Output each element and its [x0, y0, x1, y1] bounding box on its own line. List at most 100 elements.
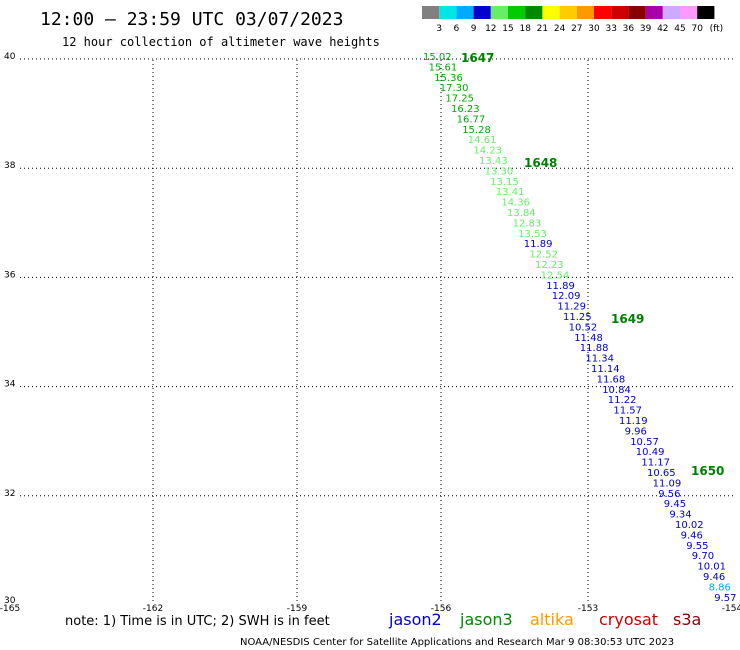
- chart-subtitle: 12 hour collection of altimeter wave hei…: [62, 35, 380, 49]
- satellite-legend-altika: altika: [530, 610, 574, 629]
- wave-height-label: 11.89: [524, 239, 553, 250]
- x-tick-label: -162: [143, 604, 163, 614]
- colorbar-swatch: [576, 6, 594, 19]
- wave-height-label: 13.41: [496, 187, 525, 198]
- satellite-legend-jason2: jason2: [388, 610, 442, 629]
- wave-height-label: 11.89: [546, 281, 575, 292]
- x-tick-label: -156: [431, 604, 452, 614]
- colorbar-swatch: [490, 6, 508, 19]
- colorbar-swatch: [662, 6, 680, 19]
- wave-height-label: 15.36: [434, 73, 463, 84]
- colorbar-swatch: [525, 6, 543, 19]
- wave-height-label: 9.34: [669, 510, 691, 521]
- wave-height-label: 9.57: [714, 593, 736, 604]
- wave-height-label: 13.15: [490, 177, 519, 188]
- colorbar-tick-label: 6: [454, 24, 460, 34]
- colorbar-tick-label: 3: [436, 24, 442, 34]
- wave-height-label: 10.57: [630, 437, 659, 448]
- x-tick-label: -154: [722, 604, 740, 614]
- pass-number-label: 1649: [611, 312, 644, 326]
- colorbar-tick-label: 30: [588, 24, 600, 34]
- plot-area: 30 32 34 36 38 40 -165 -162 -159 -156 -153 -154 15…: [0, 51, 740, 614]
- colorbar-tick-label: 39: [640, 24, 652, 34]
- wave-height-label: 14.36: [501, 198, 530, 209]
- colorbar-swatch: [628, 6, 646, 19]
- wave-height-label: 11.17: [641, 458, 670, 469]
- wave-height-label: 10.84: [602, 385, 631, 396]
- satellite-legend-jason3: jason3: [459, 610, 513, 629]
- y-tick-label: 34: [4, 380, 16, 390]
- colorbar-tick-label: 27: [571, 24, 582, 34]
- wave-height-label: 13.84: [507, 208, 536, 219]
- wave-height-label: 14.61: [468, 135, 497, 146]
- x-tick-label: -153: [578, 604, 598, 614]
- y-tick-label: 40: [4, 52, 16, 62]
- pass-labels: 1647 1648 1649 1650: [461, 51, 724, 478]
- wave-height-label: 9.96: [625, 426, 647, 437]
- wave-height-label: 12.54: [541, 270, 570, 281]
- wave-height-label: 14.23: [473, 146, 502, 157]
- colorbar-swatch: [611, 6, 629, 19]
- wave-height-label: 17.30: [440, 83, 469, 94]
- wave-height-label: 11.68: [597, 374, 626, 385]
- colorbar-tick-label: 70: [691, 24, 703, 34]
- colorbar-swatch: [473, 6, 491, 19]
- pass-number-label: 1647: [461, 51, 494, 65]
- colorbar-swatch: [594, 6, 612, 19]
- wave-height-label: 11.25: [563, 312, 592, 323]
- colorbar-tick-label: 33: [605, 24, 616, 34]
- colorbar-tick-label: 15: [502, 24, 513, 34]
- wave-height-label: 12.23: [535, 260, 564, 271]
- colorbar-swatch: [422, 6, 440, 19]
- colorbar: 3 6 9 12 15 18 21 24 27 30 33 36 39 42 45 70 (ft): [422, 6, 723, 34]
- wave-height-label: 9.46: [681, 530, 703, 541]
- data-points: 15.0215.6115.3617.3017.2516.2316.7715.28…: [423, 52, 736, 604]
- y-tick-label: 38: [4, 161, 16, 171]
- grid-lines: [20, 58, 735, 602]
- pass-number-label: 1650: [691, 464, 724, 478]
- colorbar-tick-label: 36: [623, 24, 635, 34]
- wave-height-label: 11.48: [574, 333, 603, 344]
- colorbar-swatch: [456, 6, 474, 19]
- pass-number-label: 1648: [524, 156, 557, 170]
- wave-height-label: 9.55: [686, 541, 708, 552]
- wave-height-label: 15.61: [429, 62, 458, 73]
- wave-height-label: 11.88: [580, 343, 609, 354]
- wave-height-label: 9.70: [692, 551, 714, 562]
- wave-height-label: 10.02: [675, 520, 704, 531]
- colorbar-swatch: [645, 6, 663, 19]
- satellite-legend-s3a: s3a: [673, 610, 701, 629]
- y-tick-label: 30: [4, 596, 16, 606]
- colorbar-swatch: [697, 6, 715, 19]
- colorbar-tick-label: 24: [554, 24, 566, 34]
- colorbar-swatch: [680, 6, 698, 19]
- colorbar-swatch: [508, 6, 526, 19]
- wave-height-label: 11.29: [557, 302, 586, 313]
- wave-height-label: 9.45: [664, 499, 686, 510]
- x-axis-ticks: -165 -162 -159 -156 -153 -154: [0, 604, 740, 614]
- note-text: note: 1) Time is in UTC; 2) SWH is in fe…: [65, 614, 330, 629]
- x-tick-label: -159: [287, 604, 308, 614]
- colorbar-tick-label: 9: [471, 24, 477, 34]
- colorbar-swatch: [542, 6, 560, 19]
- wave-height-label: 13.43: [479, 156, 508, 167]
- satellite-legend-cryosat: cryosat: [599, 610, 658, 629]
- wave-height-label: 11.19: [619, 416, 648, 427]
- wave-height-label: 13.53: [518, 229, 547, 240]
- colorbar-unit: (ft): [710, 24, 724, 34]
- wave-height-label: 10.49: [636, 447, 665, 458]
- wave-height-label: 12.52: [529, 250, 558, 261]
- y-tick-label: 36: [4, 270, 16, 280]
- chart-title: 12:00 – 23:59 UTC 03/07/2023: [40, 9, 343, 30]
- y-axis-ticks: 30 32 34 36 38 40: [4, 52, 16, 606]
- wave-height-label: 11.57: [613, 406, 642, 417]
- y-tick-label: 32: [4, 489, 15, 499]
- wave-height-label: 9.46: [703, 572, 725, 583]
- credit-text: NOAA/NESDIS Center for Satellite Applica…: [240, 637, 674, 648]
- wave-height-label: 11.22: [608, 395, 637, 406]
- wave-height-label: 11.34: [585, 354, 614, 365]
- wave-height-label: 13.30: [485, 166, 514, 177]
- wave-height-label: 12.09: [552, 291, 581, 302]
- wave-height-label: 15.28: [462, 125, 491, 136]
